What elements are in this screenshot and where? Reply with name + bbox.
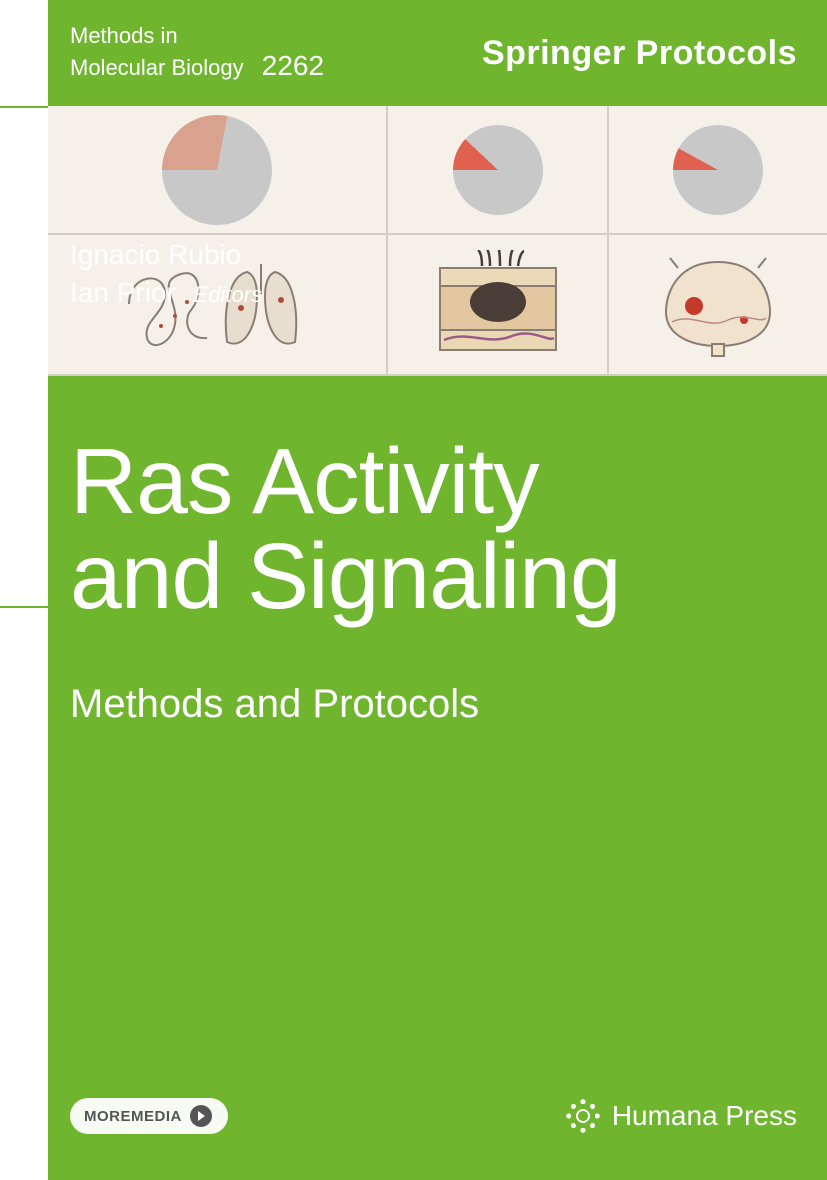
editors-role: Editors [194, 282, 262, 307]
moremedia-label: MOREMEDIA [84, 1108, 182, 1125]
humana-logo-icon [566, 1099, 600, 1133]
grid-mark-top [0, 106, 48, 108]
series-block: Methods in Molecular Biology 2262 [70, 23, 324, 83]
title-block: Ras Activity and Signaling Methods and P… [70, 434, 621, 727]
pie-chart-1 [453, 125, 543, 215]
volume-number: 2262 [262, 50, 324, 81]
play-icon [190, 1105, 212, 1127]
series-line1: Methods in [70, 23, 324, 49]
editors-block: Ignacio Rubio Ian Prior Editors [70, 236, 262, 312]
pie-row-2 [609, 106, 827, 235]
figure-cell-1 [386, 106, 606, 374]
pie-chart-0 [162, 115, 272, 225]
pie-chart-2 [673, 125, 763, 215]
footer-bar: MOREMEDIA Humana Press [48, 1052, 827, 1180]
organ-row-2 [609, 235, 827, 374]
title-line-1: and Signaling [70, 529, 621, 624]
pie-row-1 [388, 106, 606, 235]
publisher-block: Humana Press [566, 1099, 797, 1133]
brand-name: Springer Protocols [482, 34, 797, 73]
title-line-0: Ras Activity [70, 434, 621, 529]
left-white-band [0, 0, 48, 1180]
organ-row-1 [388, 235, 606, 374]
editor-1: Ian Prior Editors [70, 274, 262, 312]
figure-cell-2 [607, 106, 827, 374]
moremedia-badge: MOREMEDIA [70, 1098, 228, 1134]
series-line2: Molecular Biology 2262 [70, 49, 324, 83]
header-bar: Methods in Molecular Biology 2262 Spring… [48, 0, 827, 106]
pie-row-0 [48, 106, 386, 235]
skin-section-icon [428, 250, 568, 360]
bladder-icon [648, 250, 788, 360]
grid-mark-mid [0, 606, 48, 608]
publisher-name: Humana Press [612, 1100, 797, 1132]
subtitle: Methods and Protocols [70, 682, 621, 727]
editor-0: Ignacio Rubio [70, 236, 262, 274]
